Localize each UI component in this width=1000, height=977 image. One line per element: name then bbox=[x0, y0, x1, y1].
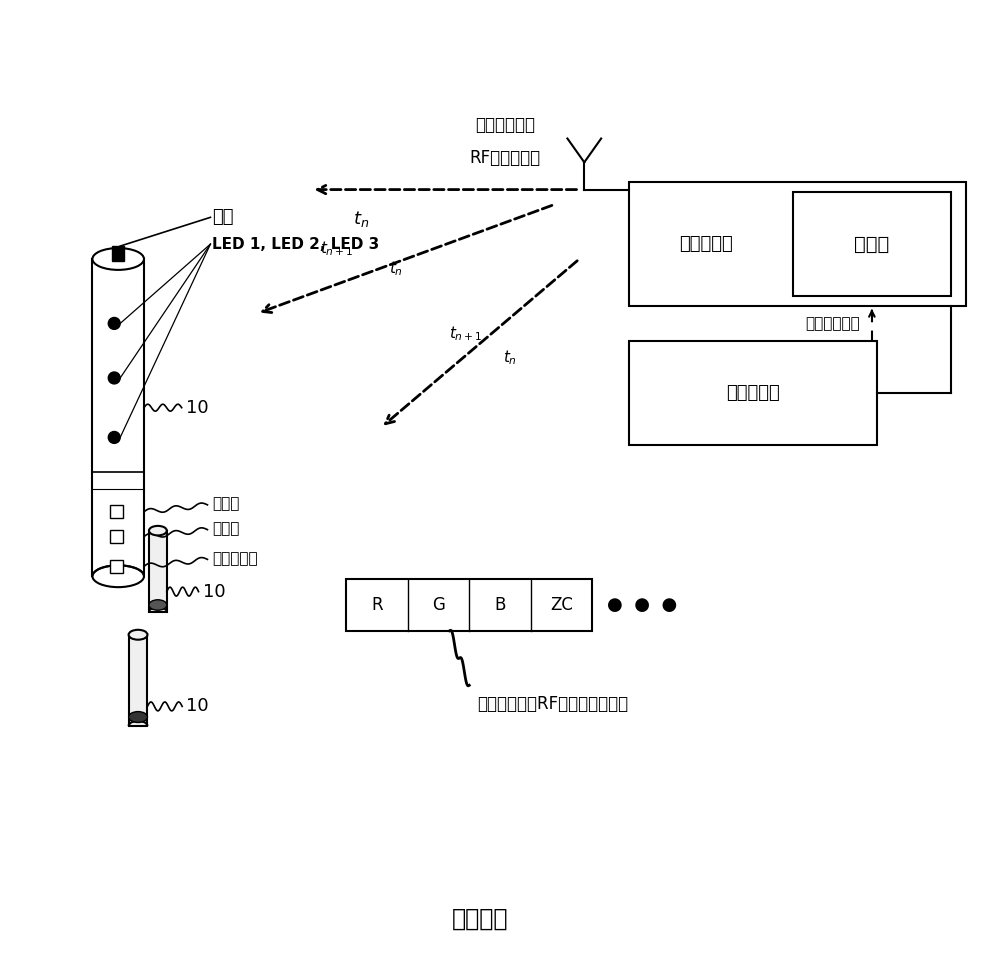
Text: 发光控制器: 发光控制器 bbox=[726, 384, 780, 402]
Text: 现有技术: 现有技术 bbox=[452, 907, 508, 930]
Text: R: R bbox=[371, 596, 383, 614]
Text: RF数据脉冲串: RF数据脉冲串 bbox=[469, 149, 541, 167]
Text: 10: 10 bbox=[186, 399, 208, 417]
FancyBboxPatch shape bbox=[793, 192, 951, 296]
Text: $t_n$: $t_n$ bbox=[389, 260, 403, 278]
Circle shape bbox=[108, 318, 120, 329]
FancyBboxPatch shape bbox=[629, 182, 966, 306]
Text: LED 1, LED 2, LED 3: LED 1, LED 2, LED 3 bbox=[212, 236, 380, 252]
Text: 10: 10 bbox=[186, 698, 209, 715]
FancyBboxPatch shape bbox=[112, 246, 124, 261]
Text: 无线传输器: 无线传输器 bbox=[679, 235, 733, 253]
Ellipse shape bbox=[149, 600, 167, 611]
Text: $t_{n+1}$: $t_{n+1}$ bbox=[449, 324, 482, 343]
Text: 储存器: 储存器 bbox=[212, 521, 240, 536]
Text: 10: 10 bbox=[203, 582, 225, 601]
Text: 颜色控制信号RF数据脉冲串数据: 颜色控制信号RF数据脉冲串数据 bbox=[477, 696, 628, 713]
Text: 颜色控制信号: 颜色控制信号 bbox=[475, 116, 535, 134]
Ellipse shape bbox=[129, 711, 147, 722]
FancyBboxPatch shape bbox=[629, 341, 877, 445]
FancyBboxPatch shape bbox=[110, 531, 123, 543]
Text: 天线: 天线 bbox=[212, 208, 234, 227]
Text: $t_n$: $t_n$ bbox=[503, 349, 517, 367]
Text: B: B bbox=[494, 596, 506, 614]
Text: $t_{n+1}$: $t_{n+1}$ bbox=[320, 239, 353, 258]
Ellipse shape bbox=[129, 630, 147, 640]
Circle shape bbox=[108, 372, 120, 384]
FancyBboxPatch shape bbox=[129, 635, 147, 726]
Ellipse shape bbox=[92, 248, 144, 270]
Text: 颜色控制信号: 颜色控制信号 bbox=[805, 316, 860, 331]
Ellipse shape bbox=[92, 566, 144, 587]
Text: ●  ●  ●: ● ● ● bbox=[607, 596, 677, 614]
Ellipse shape bbox=[149, 526, 167, 535]
FancyBboxPatch shape bbox=[110, 505, 123, 518]
Text: 无线接收器: 无线接收器 bbox=[212, 551, 258, 566]
Text: 控制器: 控制器 bbox=[212, 496, 240, 511]
Text: ZC: ZC bbox=[550, 596, 573, 614]
Circle shape bbox=[108, 432, 120, 444]
FancyBboxPatch shape bbox=[110, 560, 123, 573]
FancyBboxPatch shape bbox=[92, 259, 144, 576]
FancyBboxPatch shape bbox=[346, 579, 592, 631]
Text: G: G bbox=[432, 596, 445, 614]
Text: 储存器: 储存器 bbox=[854, 234, 890, 254]
Text: $t_n$: $t_n$ bbox=[353, 209, 369, 230]
FancyBboxPatch shape bbox=[149, 531, 167, 612]
